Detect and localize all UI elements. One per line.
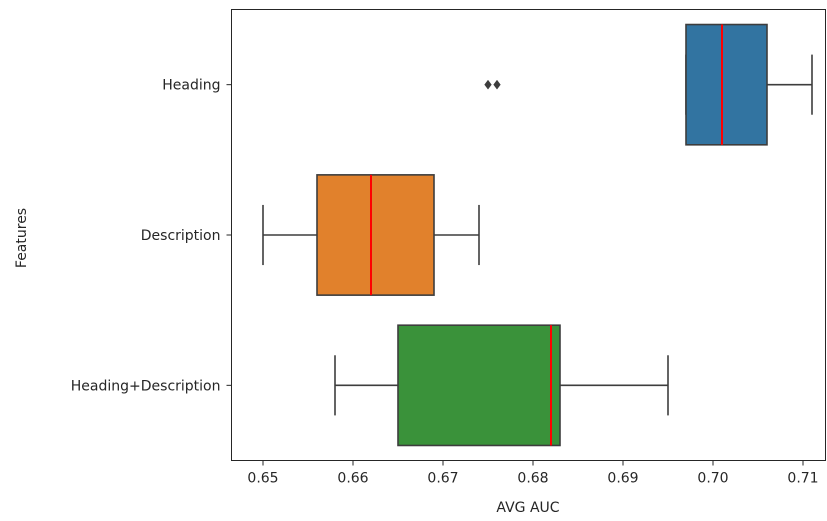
- outlier-point: [484, 79, 492, 90]
- x-tick-label: 0.68: [517, 471, 548, 487]
- x-tick-label: 0.65: [247, 471, 278, 487]
- y-tick-label: Heading+Description: [71, 378, 221, 394]
- x-axis-label: AVG AUC: [496, 500, 559, 516]
- iqr-box: [685, 23, 768, 146]
- x-tick-label: 0.71: [787, 471, 818, 487]
- x-tick-label: 0.66: [337, 471, 368, 487]
- axes: Heading Description Heading+Description 0.6…: [71, 78, 819, 487]
- box-group-heading: [484, 23, 813, 146]
- x-tick-label: 0.67: [427, 471, 458, 487]
- plot-area: [262, 23, 813, 447]
- y-tick-label: Heading: [162, 78, 220, 94]
- y-axis-label: Features: [14, 208, 30, 268]
- iqr-box: [397, 324, 561, 447]
- iqr-box: [316, 174, 435, 296]
- outlier-point: [493, 79, 501, 90]
- x-tick-label: 0.69: [607, 471, 638, 487]
- y-tick-label: Description: [141, 228, 221, 244]
- box-group-heading-description: [334, 324, 669, 447]
- x-tick-label: 0.70: [697, 471, 728, 487]
- box-group-description: [262, 174, 480, 296]
